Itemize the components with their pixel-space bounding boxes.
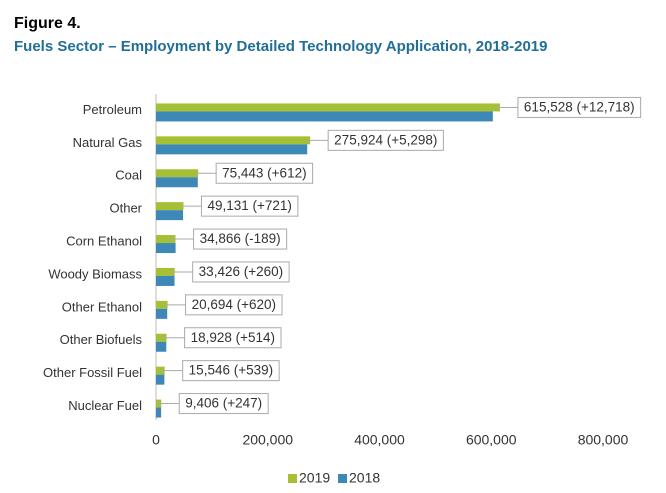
label-box — [327, 129, 444, 151]
bar — [156, 407, 162, 418]
value-label: 20,694 (+620) — [192, 297, 276, 312]
legend-label: 2019 — [299, 470, 330, 486]
value-label: 18,928 (+514) — [191, 330, 275, 345]
legend-label: 2018 — [349, 470, 380, 486]
value-label: 615,528 (+12,718) — [524, 100, 635, 115]
bar — [156, 136, 311, 145]
label-box — [192, 261, 290, 283]
bar — [156, 243, 176, 254]
value-label: 9,406 (+247) — [185, 396, 262, 411]
x-tick-label: 200,000 — [242, 432, 293, 448]
value-label: 15,546 (+539) — [189, 363, 273, 378]
bar — [156, 333, 167, 342]
y-tick-label: Nuclear Fuel — [68, 398, 142, 413]
bar — [156, 308, 168, 319]
y-tick-label: Natural Gas — [73, 135, 143, 150]
value-label: 49,131 (+721) — [207, 198, 291, 213]
bar — [156, 374, 165, 385]
bar — [156, 300, 168, 309]
bar — [156, 177, 198, 188]
bar — [156, 366, 165, 375]
label-box — [193, 228, 288, 250]
legend-swatch — [288, 474, 297, 483]
bar — [156, 267, 175, 276]
bar — [156, 210, 184, 221]
chart-title: Figure 4. — [14, 15, 81, 32]
value-label: 33,426 (+260) — [199, 264, 283, 279]
bar — [156, 144, 308, 155]
bar — [156, 202, 184, 211]
y-tick-label: Other — [109, 201, 142, 216]
y-tick-label: Other Ethanol — [62, 299, 142, 314]
label-box — [182, 360, 280, 382]
label-box — [517, 96, 642, 118]
bar — [156, 111, 493, 122]
value-label: 75,443 (+612) — [222, 165, 306, 180]
x-tick-label: 600,000 — [466, 432, 517, 448]
label-box — [184, 327, 282, 349]
x-tick-label: 400,000 — [354, 432, 405, 448]
label-box — [200, 195, 299, 217]
label-box — [215, 162, 314, 184]
legend-swatch — [338, 474, 347, 483]
value-label: 34,866 (-189) — [200, 231, 281, 246]
bar — [156, 103, 500, 112]
y-tick-label: Other Biofuels — [60, 332, 143, 347]
x-tick-label: 800,000 — [578, 432, 629, 448]
bar — [156, 169, 199, 178]
y-tick-label: Petroleum — [83, 102, 142, 117]
chart-subtitle: Fuels Sector – Employment by Detailed Te… — [14, 38, 547, 55]
label-box — [185, 294, 283, 316]
bar — [156, 275, 175, 286]
value-label: 275,924 (+5,298) — [334, 132, 437, 147]
y-tick-label: Corn Ethanol — [66, 233, 142, 248]
label-box — [178, 393, 269, 415]
y-tick-label: Coal — [115, 168, 142, 183]
y-tick-label: Woody Biomass — [48, 266, 142, 281]
bar — [156, 341, 167, 352]
x-tick-label: 0 — [152, 432, 160, 448]
y-tick-label: Other Fossil Fuel — [43, 365, 142, 380]
bar — [156, 235, 176, 244]
